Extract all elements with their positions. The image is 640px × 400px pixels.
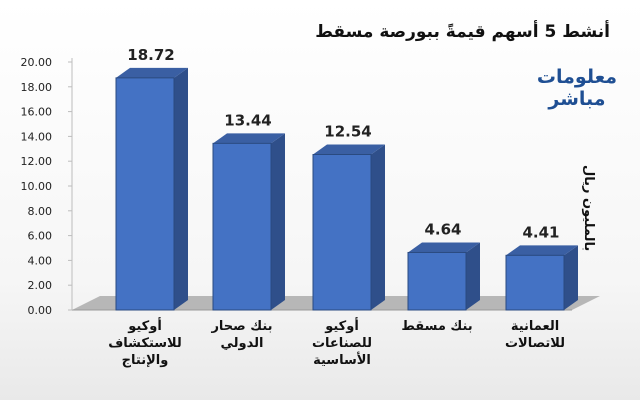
- brand-logo: معلومات مباشر: [532, 66, 622, 110]
- x-category-line: الأساسية: [313, 353, 371, 368]
- bars: [115, 67, 578, 311]
- x-category-line: بنك صحار: [211, 319, 273, 334]
- bar-value-label: 12.54: [324, 123, 371, 141]
- logo-line-1: معلومات: [536, 66, 618, 88]
- y-tick-label: 2.00: [28, 279, 53, 292]
- bar-front: [212, 142, 272, 311]
- bar-value-label: 4.41: [522, 223, 559, 241]
- bar-side: [564, 245, 578, 310]
- y-tick-label: 4.00: [28, 254, 53, 267]
- bar-front: [115, 77, 175, 311]
- bar-side: [466, 242, 480, 310]
- y-tick-label: 0.00: [28, 304, 53, 317]
- bar-top: [506, 245, 578, 256]
- x-category-line: والإنتاج: [121, 353, 169, 368]
- bar-value-label: 4.64: [424, 220, 461, 238]
- bar: [505, 245, 578, 311]
- x-category-line: بنك مسقط: [401, 319, 473, 334]
- y-axis: 20.00 18.00 16.00 14.00 12.00 10.00 8.00 6.00 4.…: [21, 56, 73, 317]
- bar: [407, 242, 480, 311]
- bar: [312, 144, 385, 311]
- bar-front: [505, 254, 565, 311]
- y-tick-label: 6.00: [28, 230, 53, 243]
- x-category-label: بنك صحار الدولي: [192, 318, 292, 352]
- bar-side: [271, 133, 285, 310]
- y-tick-label: 16.00: [21, 106, 53, 119]
- bar-top: [408, 242, 480, 253]
- y-tick-label: 10.00: [21, 180, 53, 193]
- bar-side: [174, 67, 188, 310]
- x-category-line: للصناعات: [311, 336, 372, 351]
- y-tick-label: 12.00: [21, 155, 53, 168]
- x-category-line: أوكيو: [325, 319, 359, 334]
- x-category-label: بنك مسقط: [387, 318, 487, 335]
- bar-side: [371, 144, 385, 310]
- unit-label: بالمليون ريال: [581, 165, 596, 252]
- bar: [212, 133, 285, 311]
- bar-top: [213, 133, 285, 144]
- bar-value-label: 18.72: [127, 46, 174, 64]
- x-category-label: أوكيو للصناعات الأساسية: [292, 318, 392, 369]
- bar-top: [313, 144, 385, 155]
- bar: [115, 67, 188, 311]
- x-category-line: للاستكشاف: [108, 336, 182, 351]
- bar-value-label: 13.44: [224, 111, 271, 129]
- bar-front: [407, 251, 467, 311]
- bar-top: [116, 67, 188, 78]
- x-category-label: أوكيو للاستكشاف والإنتاج: [95, 318, 195, 369]
- y-tick-label: 14.00: [21, 130, 53, 143]
- y-tick-label: 20.00: [21, 56, 53, 69]
- y-tick-label: 8.00: [28, 205, 53, 218]
- y-tick-label: 18.00: [21, 81, 53, 94]
- logo-line-2: مباشر: [548, 88, 606, 110]
- x-category-label: العمانية للاتصالات: [485, 318, 585, 352]
- value-labels: 18.72 13.44 12.54 4.64 4.41: [127, 46, 559, 241]
- x-category-line: العمانية: [510, 319, 560, 334]
- x-category-line: الدولي: [220, 336, 264, 351]
- x-category-line: للاتصالات: [504, 336, 566, 351]
- bar-front: [312, 154, 372, 311]
- chart-title: أنشط 5 أسهم قيمةً ببورصة مسقط: [315, 22, 610, 42]
- x-category-line: أوكيو: [128, 319, 162, 334]
